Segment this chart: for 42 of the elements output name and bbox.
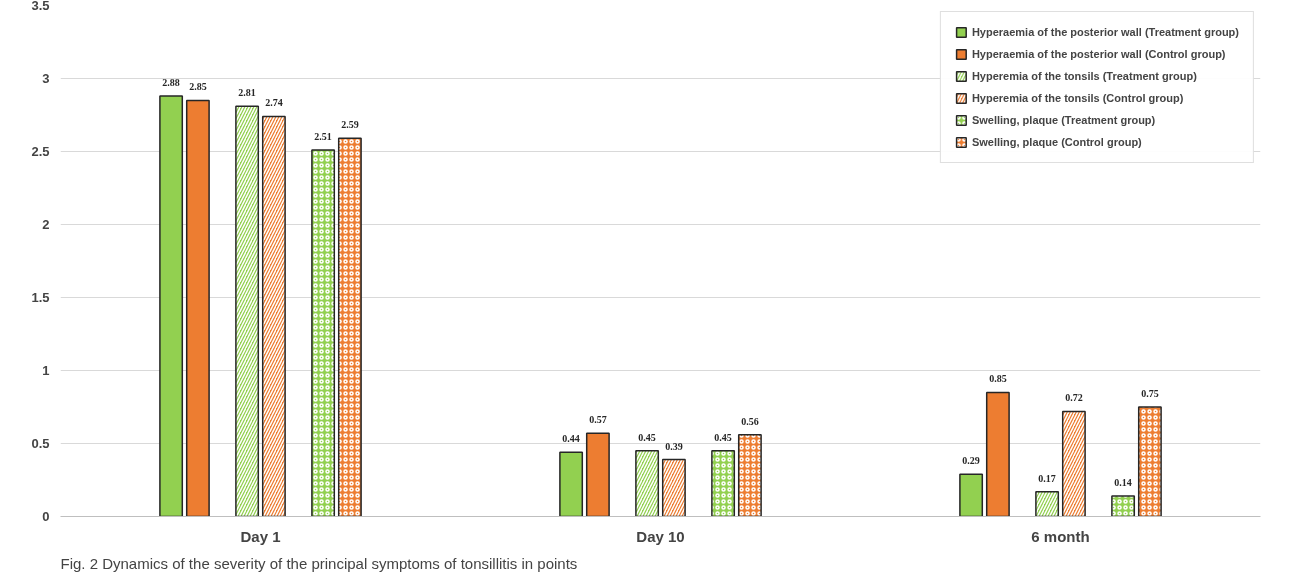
bar — [959, 473, 984, 517]
data-label: 0.75 — [1141, 388, 1159, 399]
data-label: 0.45 — [714, 431, 732, 443]
data-label: 2.59 — [341, 119, 359, 131]
data-label: 0.56 — [741, 415, 759, 427]
x-tick-label: Day 10 — [636, 527, 685, 545]
bar — [985, 391, 1010, 517]
caption: Fig. 2 Dynamics of the severity of the principal symptoms of tonsillitis in points — [60, 554, 578, 572]
data-label: 2.88 — [162, 77, 180, 89]
legend-label: Hyperaemia of the posterior wall (Control group) — [971, 48, 1226, 60]
data-label: 2.81 — [238, 87, 256, 99]
legend-label: Hyperemia of the tonsils (Treatment group) — [971, 70, 1197, 82]
bar — [185, 99, 210, 517]
legend-label: Hyperemia of the tonsils (Control group) — [971, 92, 1184, 104]
y-tick-label: 0.5 — [31, 436, 50, 451]
data-label: 2.74 — [265, 97, 283, 109]
y-tick-label: 1.5 — [31, 290, 50, 305]
bar — [585, 432, 610, 517]
data-label: 0.57 — [589, 414, 607, 426]
data-label: 2.85 — [189, 81, 207, 93]
data-label: 0.17 — [1038, 472, 1056, 484]
legend-label: Swelling, plaque (Treatment group) — [971, 114, 1156, 126]
y-tick-label: 3.5 — [31, 0, 50, 13]
bar — [159, 95, 184, 517]
legend-label: Hyperaemia of the posterior wall (Treatment group) — [971, 26, 1239, 38]
data-label: 0.44 — [562, 433, 580, 445]
data-label: 0.85 — [989, 373, 1007, 385]
y-tick-label: 3 — [42, 71, 50, 86]
y-tick-label: 2.5 — [31, 144, 50, 159]
bar — [559, 451, 584, 517]
x-tick-label: Day 1 — [240, 527, 281, 545]
x-tick-label: 6 month — [1031, 527, 1090, 545]
y-tick-label: 1 — [42, 363, 50, 378]
y-tick-label: 2 — [42, 217, 50, 232]
y-tick-label: 0 — [42, 509, 50, 524]
legend-label: Swelling, plaque (Control group) — [971, 136, 1142, 148]
data-label: 0.72 — [1065, 392, 1083, 404]
data-label: 0.39 — [665, 440, 683, 452]
data-label: 0.14 — [1114, 477, 1132, 489]
data-label: 0.45 — [638, 431, 656, 443]
data-label: 2.51 — [314, 131, 332, 143]
data-label: 0.29 — [962, 455, 980, 467]
